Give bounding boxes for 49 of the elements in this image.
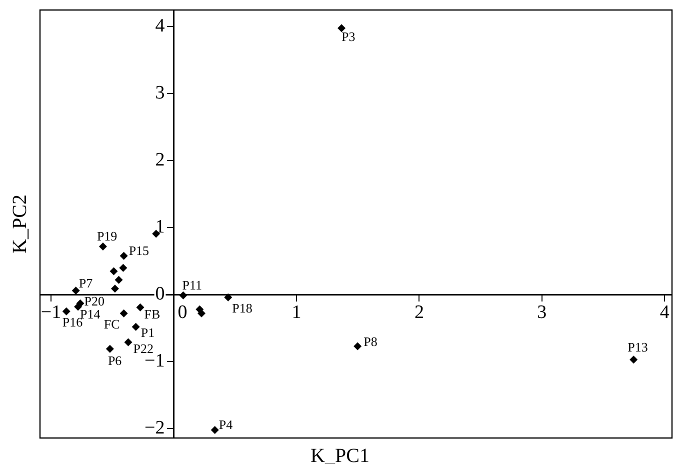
y-tick-label: 2 [155, 150, 165, 171]
point [62, 307, 70, 316]
point [124, 338, 132, 346]
point [120, 252, 128, 260]
point [136, 303, 144, 312]
x-tick-label: 0 [178, 302, 188, 324]
x-tick-label: 2 [414, 302, 424, 324]
annotation: FB [144, 306, 160, 322]
y-axis-title: K_PC2 [9, 194, 31, 254]
annotation: P18 [232, 300, 252, 316]
annotation: P6 [108, 352, 122, 368]
annotation: P3 [342, 29, 356, 44]
annotation: FC [104, 316, 120, 332]
annotation: P14 [80, 306, 101, 322]
annotation: P20 [84, 293, 104, 308]
annotation: P15 [128, 242, 150, 258]
x-tick-label: 4 [660, 302, 670, 324]
point [354, 342, 362, 350]
y-tick-label: 3 [155, 82, 165, 104]
annotation: P11 [182, 277, 202, 292]
point [630, 356, 638, 364]
annotation: P1 [140, 324, 155, 340]
point [98, 242, 107, 250]
point [210, 426, 219, 434]
x-tick-label: 3 [537, 302, 547, 324]
point [110, 267, 118, 276]
point [72, 286, 80, 295]
point [338, 24, 346, 32]
annotation: P4 [218, 416, 234, 432]
annotation: P19 [96, 228, 118, 244]
point [110, 284, 119, 293]
annotation: P13 [628, 340, 648, 355]
y-tick-label: 0 [155, 284, 165, 305]
x-tick-label: 1 [292, 302, 302, 324]
point [120, 309, 128, 318]
y-tick-label: −2 [144, 418, 165, 439]
annotation: P7 [78, 276, 94, 291]
point [119, 264, 128, 272]
annotation: P8 [364, 334, 378, 350]
point [179, 291, 188, 300]
x-tick-label: −1 [40, 302, 62, 324]
point [106, 344, 114, 353]
point [114, 276, 123, 284]
point [132, 322, 140, 331]
y-tick-label: 1 [155, 216, 165, 238]
annotation: P22 [133, 341, 154, 356]
y-tick-label: 4 [155, 16, 166, 37]
point [224, 293, 232, 302]
point [74, 302, 82, 311]
